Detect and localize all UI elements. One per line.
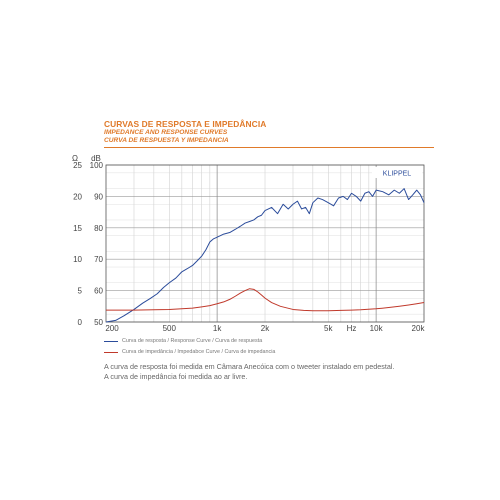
measurement-note: A curva de resposta foi medida em Câmara… [104,362,444,381]
frequency-tick-label: 200 [105,324,119,333]
impedance-tick-label: 5 [78,287,83,296]
header-divider [104,147,434,148]
chart-header: CURVAS DE RESPOSTA E IMPEDÂNCIA IMPEDANC… [104,119,434,148]
impedance-unit-label: Ω [72,154,78,163]
legend-label-response: Curva de resposta / Response Curve / Cur… [122,338,263,344]
chart-subtitle-es: CURVA DE RESPUESTA Y IMPEDANCIA [104,137,229,144]
db-tick-label: 60 [94,287,103,296]
series-layer [105,188,425,323]
db-tick-label: 90 [94,192,103,201]
frequency-tick-label: 10k [370,324,384,333]
klippel-watermark: KLIPPEL [383,171,412,178]
legend-label-impedance: Curva de impedância / Impedabce Curve / … [122,349,276,355]
frequency-tick-label: 2k [261,324,270,333]
db-tick-label: 70 [94,255,103,264]
impedance-tick-label: 10 [73,255,82,264]
db-unit-label: dB [91,154,101,163]
frequency-tick-label: 5k [324,324,333,333]
legend-swatch-impedance [104,352,118,354]
legend-swatch-response [104,341,118,343]
impedance-tick-label: 25 [73,161,82,170]
db-tick-label: 80 [94,224,103,233]
impedance-tick-label: 15 [73,224,82,233]
frequency-tick-label: 1k [213,324,222,333]
db-tick-labels: 100 90 80 70 60 50 [90,161,104,327]
chart-title: CURVAS DE RESPOSTA E IMPEDÂNCIA [104,119,267,129]
impedance-tick-labels: 25 20 15 10 5 0 [73,161,82,327]
frequency-tick-labels: 200 500 1k 2k 5k Hz 10k 20k [105,324,425,333]
db-tick-label: 50 [94,318,103,327]
impedance-tick-label: 20 [73,192,82,201]
plot-frame [105,164,425,323]
response-curve-line [105,188,425,323]
frequency-tick-label: 500 [163,324,177,333]
measurement-note-line-1: A curva de resposta foi medida em Câmara… [104,362,395,371]
impedance-curve-line [106,288,425,312]
impedance-tick-label: 0 [78,318,83,327]
chart-subtitle-en: IMPEDANCE AND RESPONSE CURVES [104,129,228,136]
frequency-tick-label: 20k [412,324,426,333]
frequency-tick-label: Hz [347,324,357,333]
watermark-backdrop [372,167,422,178]
db-tick-label: 100 [90,161,104,170]
measurement-note-line-2: A curva de impedância foi medida ao ar l… [104,371,248,381]
